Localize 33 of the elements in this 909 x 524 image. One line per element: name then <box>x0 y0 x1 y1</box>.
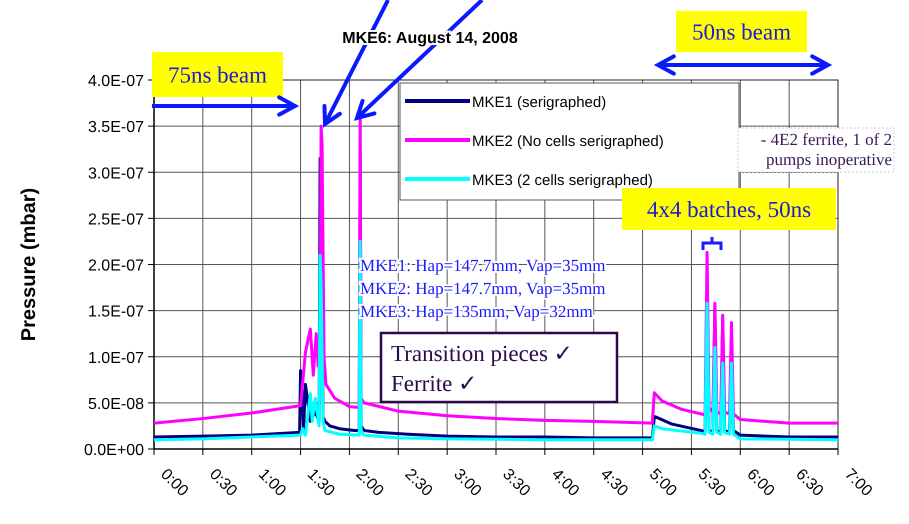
x-tick-label: 2:30 <box>401 466 436 500</box>
y-tick-label: 2.5E-07 <box>88 211 144 228</box>
text: 50ns beam <box>692 20 792 44</box>
y-tick-label: 4.0E-07 <box>88 73 144 90</box>
y-tick-label: 1.5E-07 <box>88 304 144 321</box>
annotation: 75ns beam <box>168 62 268 88</box>
x-tick-label: 2:00 <box>352 466 387 500</box>
annotation: 4x4 batches, 50ns <box>646 197 812 222</box>
y-tick-label: 2.0E-07 <box>88 258 144 274</box>
y-tick-label: 3.5E-07 <box>88 119 144 136</box>
annotation: Transition pieces ✓ Ferrite ✓ <box>391 341 573 396</box>
x-tick-label: 4:00 <box>548 466 582 500</box>
line-series <box>152 240 840 442</box>
x-tick-label: 0:00 <box>157 466 192 500</box>
legend-label: MKE3 (2 cells serigraphed) <box>472 172 653 189</box>
x-tick-label: 0:30 <box>206 466 240 500</box>
y-tick-label: 1.0E-07 <box>88 350 144 367</box>
legend-label: MKE1 (serigraphed) <box>472 94 606 111</box>
y-tick-label: 5.0E-08 <box>88 396 144 413</box>
x-tick-label: 1:30 <box>304 466 338 500</box>
x-tick-label: 6:30 <box>792 466 826 500</box>
x-tick-label: 1:00 <box>254 466 289 500</box>
x-tick-label: 6:00 <box>743 466 778 500</box>
x-tick-label: 3:00 <box>450 466 484 500</box>
y-axis-title: Pressure (mbar) <box>18 188 40 342</box>
annotation: - 4E2 ferrite, 1 of 2 pumps inoperative <box>760 130 892 169</box>
y-tick-label: 3.0E-07 <box>88 165 144 182</box>
x-tick-label: 5:00 <box>646 466 680 500</box>
x-tick-label: 3:30 <box>499 466 534 500</box>
x-tick-label: 5:30 <box>694 466 729 500</box>
x-tick-label: 4:30 <box>596 466 631 500</box>
y-tick-label: 0.0E+00 <box>84 442 144 459</box>
legend-label: MKE2 (No cells serigraphed) <box>472 133 664 150</box>
